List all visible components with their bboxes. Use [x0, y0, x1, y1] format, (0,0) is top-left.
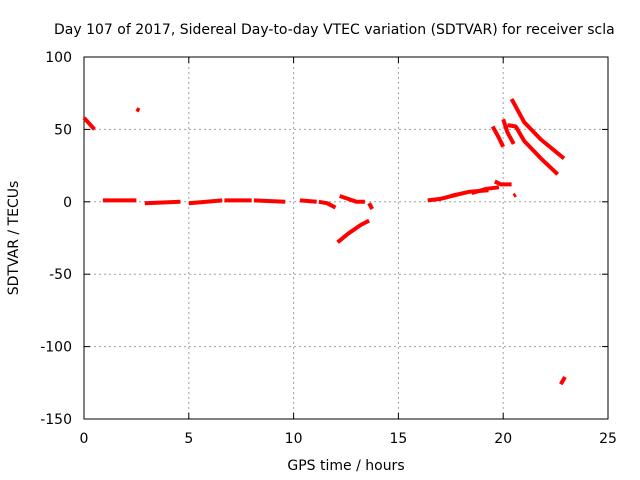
x-tick-label: 25 — [599, 431, 617, 447]
series-arc-flat-2 — [144, 199, 181, 206]
y-tick-label: -150 — [40, 412, 72, 428]
series-arc-rise-4 — [493, 179, 512, 187]
series-arc-descending — [336, 218, 371, 244]
series-arc-rise-3 — [471, 185, 500, 196]
data-series — [82, 98, 567, 386]
axis-ticks: 0 5 10 15 20 25 -150 -100 -50 0 50 100 — [40, 50, 617, 447]
series-arc-low — [559, 375, 567, 386]
series-arc-tail — [367, 202, 374, 210]
x-tick-label: 10 — [285, 431, 303, 447]
y-tick-label: 50 — [54, 122, 72, 138]
series-arc-steep-1 — [490, 125, 506, 148]
series-arc-isolated — [135, 107, 141, 113]
x-tick-label: 20 — [494, 431, 512, 447]
x-tick-label: 15 — [389, 431, 407, 447]
series-arc-long-1 — [507, 123, 560, 176]
plot-frame — [83, 56, 609, 420]
series-arc-spike — [512, 192, 517, 198]
series-arc-hump — [339, 194, 365, 204]
grid — [84, 57, 608, 419]
chart-title: Day 107 of 2017, Sidereal Day-to-day VTE… — [54, 22, 615, 38]
series-arc-steep-2 — [501, 118, 516, 145]
series-arc-flat-5 — [253, 198, 286, 204]
series-arc-long-2 — [509, 98, 566, 160]
x-tick-label: 5 — [184, 431, 193, 447]
y-axis-label: SDTVAR / TECUs — [6, 181, 22, 296]
x-axis-label: GPS time / hours — [287, 458, 404, 474]
series-arc-flat-3 — [188, 198, 223, 206]
series-arc-flat-6 — [299, 198, 317, 204]
series-arc-early-high — [82, 116, 96, 131]
series-arc-dip — [318, 199, 337, 210]
x-tick-label: 0 — [80, 431, 89, 447]
y-tick-label: 100 — [45, 50, 72, 66]
y-tick-label: -100 — [40, 340, 72, 356]
y-tick-label: 0 — [63, 195, 72, 211]
y-tick-label: -50 — [49, 267, 72, 283]
